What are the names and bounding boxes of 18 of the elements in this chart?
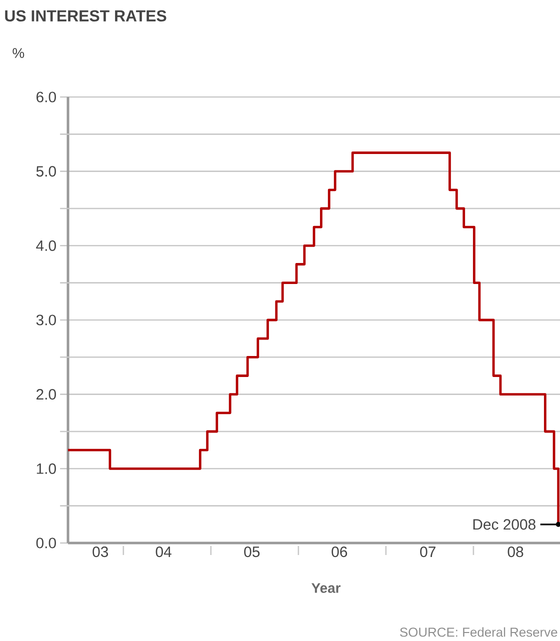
x-tick-label: 03 (92, 546, 108, 558)
x-tick-label: 08 (508, 546, 524, 558)
y-axis-title: % (12, 48, 24, 58)
x-tick-label: 05 (244, 546, 260, 558)
chart-title: US INTEREST RATES (5, 10, 166, 22)
y-tick-label: 1.0 (36, 463, 56, 474)
annotation: Dec 2008 (473, 519, 536, 530)
y-tick-label: 6.0 (36, 92, 56, 102)
x-axis-title: Year (311, 583, 341, 593)
y-tick-label: 4.0 (36, 240, 56, 251)
y-tick-label: 3.0 (36, 314, 56, 326)
y-tick-label: 2.0 (36, 389, 56, 400)
x-tick-label: 04 (156, 546, 172, 558)
y-tick-label: 5.0 (36, 166, 56, 177)
x-tick-label: 07 (420, 546, 436, 558)
y-tick-label: 0.0 (36, 538, 56, 548)
x-tick-label: 06 (332, 546, 348, 558)
source-note: SOURCE: Federal Reserve (400, 627, 558, 637)
